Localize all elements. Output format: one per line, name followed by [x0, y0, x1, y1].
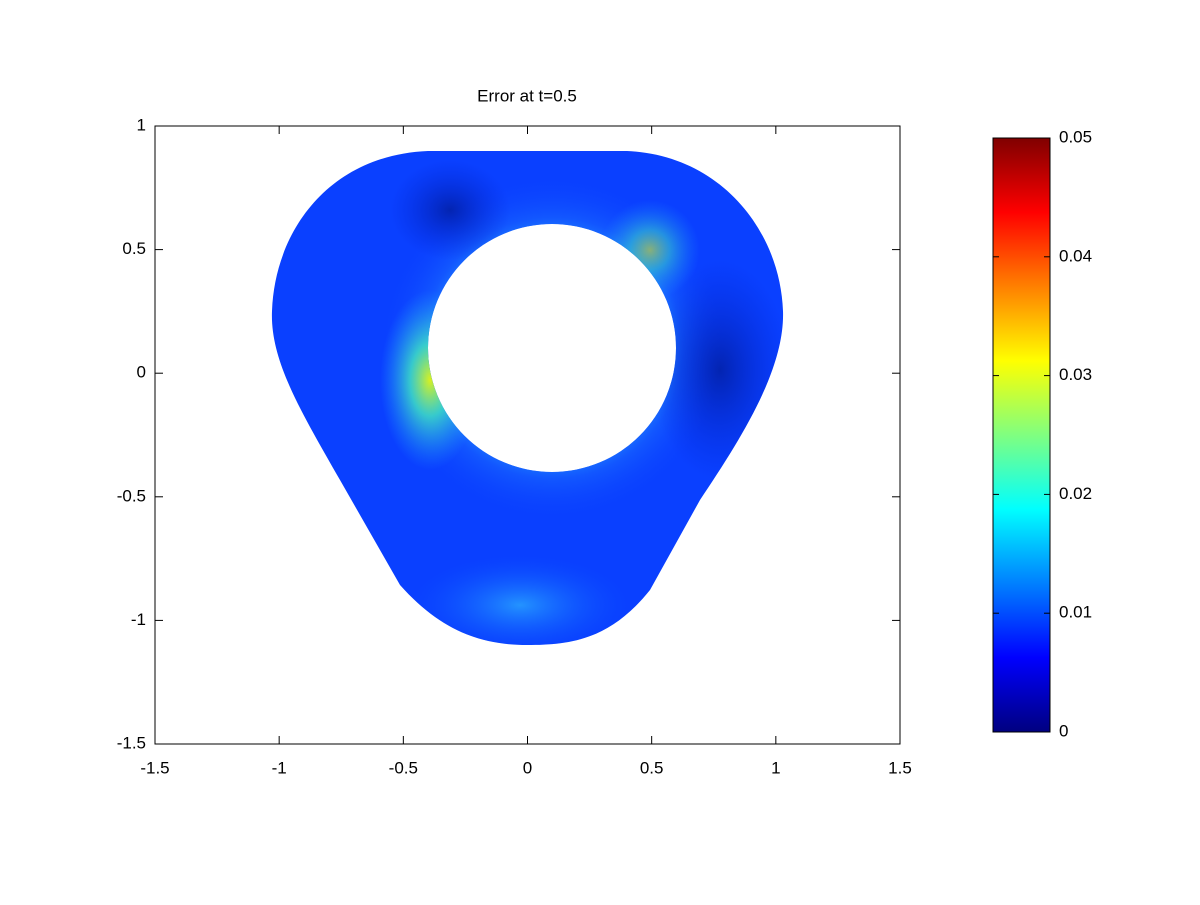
- x-tick-label: 0: [523, 758, 532, 777]
- y-tick-label: -1.5: [117, 733, 146, 752]
- colorbar-tick-label: 0: [1059, 721, 1068, 740]
- x-tick-label: -1: [272, 758, 287, 777]
- chart-title: Error at t=0.5: [477, 86, 577, 105]
- colorbar-tick-label: 0.01: [1059, 603, 1092, 622]
- colorbar-tick-label: 0.03: [1059, 365, 1092, 384]
- x-tick-label: -1.5: [140, 758, 169, 777]
- colorbar-tick-label: 0.02: [1059, 484, 1092, 503]
- x-tick-label: 1.5: [888, 758, 912, 777]
- y-tick-label: 0: [137, 363, 146, 382]
- colorbar-tick-label: 0.05: [1059, 127, 1092, 146]
- colorbar: [992, 137, 1051, 733]
- error-field: [271, 151, 784, 645]
- y-tick-label: 1: [137, 115, 146, 134]
- y-tick-label: -1: [131, 610, 146, 629]
- y-tick-label: -0.5: [117, 486, 146, 505]
- x-tick-label: -0.5: [389, 758, 418, 777]
- y-tick-label: 0.5: [122, 239, 146, 258]
- x-tick-label: 0.5: [640, 758, 664, 777]
- colorbar-tick-label: 0.04: [1059, 246, 1092, 265]
- x-tick-label: 1: [771, 758, 780, 777]
